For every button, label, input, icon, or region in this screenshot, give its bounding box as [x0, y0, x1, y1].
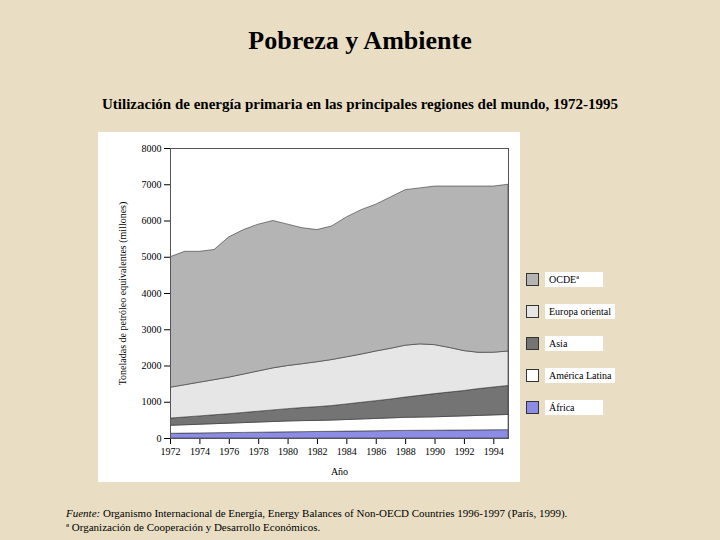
svg-text:7000: 7000: [142, 179, 162, 190]
svg-text:1994: 1994: [484, 446, 504, 457]
html-text:Fuente: Organismo Internaciona: Fuente: Organismo Internacional de Energ…: [66, 507, 568, 519]
html-text:Asia: Asia: [549, 338, 568, 349]
svg-text:1992: 1992: [454, 446, 474, 457]
svg-text:1974: 1974: [190, 446, 210, 457]
svg-text:3000: 3000: [142, 324, 162, 335]
html-text:África: África: [549, 402, 575, 413]
svg-text:1972: 1972: [161, 446, 181, 457]
html-text:Europa oriental: Europa oriental: [549, 306, 611, 317]
svg-text:1990: 1990: [425, 446, 445, 457]
svg-text:4000: 4000: [142, 288, 162, 299]
html-text:América Latina: América Latina: [549, 370, 612, 381]
html-text:OCDEª: OCDEª: [549, 274, 579, 285]
svg-text:Año: Año: [331, 466, 348, 477]
svg-text:Toneladas de petróleo equivale: Toneladas de petróleo equivalentes (mill…: [117, 202, 129, 386]
html-text:ª Organización de Cooperación: ª Organización de Cooperación y Desarrol…: [66, 521, 321, 533]
svg-text:1986: 1986: [366, 446, 386, 457]
svg-text:1000: 1000: [142, 396, 162, 407]
svg-text:1980: 1980: [278, 446, 298, 457]
svg-text:5000: 5000: [142, 251, 162, 262]
svg-text:8000: 8000: [142, 143, 162, 154]
svg-text:2000: 2000: [142, 360, 162, 371]
svg-text:1982: 1982: [307, 446, 327, 457]
svg-text:1984: 1984: [337, 446, 357, 457]
svg-text:0: 0: [157, 433, 162, 444]
svg-text:1978: 1978: [249, 446, 269, 457]
svg-text:1988: 1988: [396, 446, 416, 457]
svg-text:6000: 6000: [142, 215, 162, 226]
svg-text:1976: 1976: [219, 446, 239, 457]
html-text:Utilización de energía primari: Utilización de energía primaria en las p…: [102, 96, 618, 112]
html-text:Pobreza y Ambiente: Pobreza y Ambiente: [248, 26, 472, 55]
